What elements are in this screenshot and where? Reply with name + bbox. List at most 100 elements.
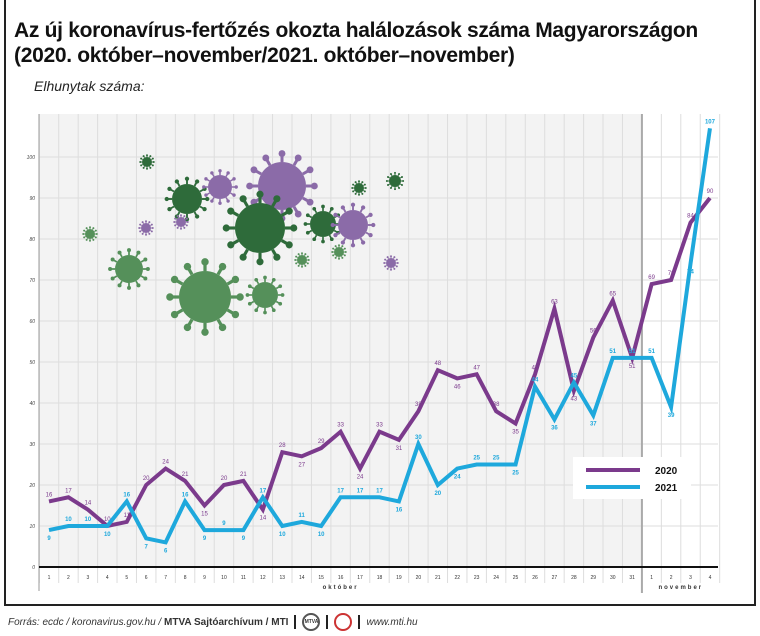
x-tick-label: 31 [629,575,635,581]
x-tick-label: 21 [435,575,441,581]
data-label: 17 [259,488,266,494]
data-label: 9 [242,536,246,542]
mtva-logo: MTVA [302,613,321,631]
x-tick-label: 30 [610,575,616,581]
x-tick-label: 14 [299,575,305,581]
x-tick-label: 2 [67,575,70,581]
x-tick-label: 2 [670,575,673,581]
data-label: 14 [259,516,266,522]
data-label: 20 [143,476,150,482]
data-label: 10 [104,517,111,523]
divider [358,615,361,629]
y-tick-label: 90 [29,196,35,202]
x-tick-label: 16 [338,575,344,581]
x-tick-label: 4 [106,575,109,581]
y-tick-label: 40 [29,401,35,407]
data-label: 10 [104,532,111,538]
x-tick-label: 8 [184,575,187,581]
series-line-2020 [48,196,712,529]
data-label: 6 [164,548,168,554]
data-label: 70 [668,271,675,277]
data-label: 43 [571,397,578,403]
data-label: 47 [473,365,480,371]
data-label: 38 [415,402,422,408]
virus-icon [82,226,98,242]
x-tick-label: 22 [454,575,460,581]
x-tick-label: 27 [552,575,558,581]
x-tick-label: 1 [650,575,653,581]
data-label: 51 [629,364,636,370]
data-label: 17 [65,488,72,494]
data-label: 17 [357,488,364,494]
data-label: 16 [182,492,189,498]
data-label: 44 [532,378,539,384]
data-label: 9 [203,536,207,542]
data-label: 20 [434,491,441,497]
data-label: 28 [279,443,286,449]
divider [294,615,297,629]
virus-icon [173,214,189,230]
x-tick-label: 5 [125,575,128,581]
data-label: 39 [668,413,675,419]
virus-icon [331,244,347,260]
website-link[interactable]: www.mti.hu [366,616,418,628]
data-label: 9 [222,521,226,527]
series-line-2021 [48,128,712,545]
y-tick-label: 80 [29,237,35,243]
x-tick-label: 19 [396,575,402,581]
data-label: 84 [687,214,694,220]
legend-box [573,457,691,499]
data-label: 16 [396,507,403,513]
data-label: 17 [376,488,383,494]
y-axis-label: Elhunytak száma: [34,78,145,94]
data-label: 37 [590,421,597,427]
data-label: 24 [357,475,364,481]
virus-icon [202,169,238,205]
x-tick-label: 1 [48,575,51,581]
y-tick-label: 30 [29,442,35,448]
x-tick-label: 24 [493,575,499,581]
x-tick-label: 29 [591,575,597,581]
data-label: 16 [46,492,53,498]
data-label: 20 [221,476,228,482]
data-label: 11 [299,513,306,519]
data-label: 7 [145,544,149,550]
virus-icon [245,275,285,315]
data-label: 30 [415,435,422,441]
month-label: október [323,585,359,591]
x-tick-label: 20 [416,575,422,581]
data-label: 25 [512,471,519,477]
x-tick-label: 17 [357,575,363,581]
y-tick-label: 60 [29,319,35,325]
virus-icon [385,171,405,191]
data-label: 35 [512,430,519,436]
data-label: 21 [182,472,189,478]
title-line-1: Az új koronavírus-fertőzés okozta halálo… [14,19,698,42]
title-line-2: (2020. október–november/2021. október–no… [14,44,515,67]
data-label: 17 [337,488,344,494]
data-label: 47 [532,365,539,371]
x-tick-label: 15 [318,575,324,581]
data-label: 56 [590,328,597,334]
data-label: 21 [240,472,247,478]
divider [326,615,329,629]
y-tick-label: 20 [28,483,35,489]
y-tick-label: 10 [29,524,35,530]
data-label: 24 [454,475,461,481]
data-label: 31 [396,446,403,452]
virus-icon [222,190,298,266]
data-label: 48 [434,361,441,367]
x-tick-label: 10 [221,575,227,581]
month-label: november [658,585,703,591]
legend-label: 2020 [655,466,678,477]
data-label: 51 [609,349,616,355]
data-label: 36 [551,425,558,431]
x-tick-label: 4 [709,575,712,581]
data-label: 11 [124,513,131,519]
data-label: 27 [298,462,305,468]
x-tick-label: 11 [241,575,246,581]
virus-icon [108,248,150,290]
data-label: 38 [493,402,500,408]
